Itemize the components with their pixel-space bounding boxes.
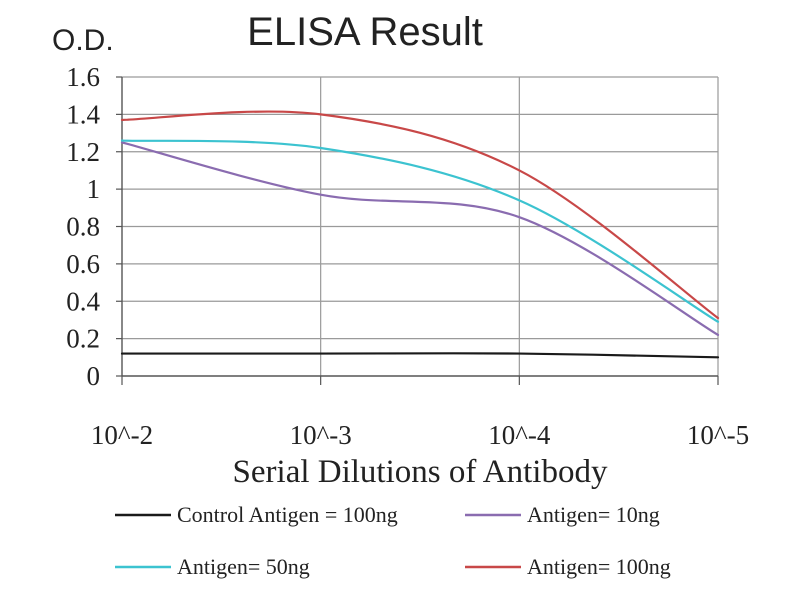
y-tick-label: 0.2 [66,324,100,354]
y-axis-title: O.D. [52,24,114,57]
x-tick-label: 10^-3 [290,420,352,450]
legend: Control Antigen = 100ng Antigen= 10ng Anti… [115,502,671,579]
x-tick-label: 10^-5 [687,420,749,450]
series-line-4 [120,110,720,320]
series-line-1 [120,352,720,359]
y-tick-label: 0.8 [66,212,100,242]
series-line-2 [120,141,720,336]
gridlines [122,76,719,376]
series-lines [120,110,720,359]
y-tick-label: 0.4 [66,286,100,316]
axes [116,76,719,385]
y-tick-label: 1 [87,174,101,204]
chart-title: ELISA Result [247,10,483,54]
legend-label-3: Antigen= 50ng [177,554,310,579]
y-tick-label: 1.4 [66,99,100,129]
y-tick-label: 0 [87,361,101,391]
y-tick-label: 1.2 [66,137,100,167]
legend-label-2: Antigen= 10ng [527,502,660,527]
x-axis-title: Serial Dilutions of Antibody [233,454,608,490]
series-line-3 [120,139,720,323]
legend-label-1: Control Antigen = 100ng [177,502,398,527]
tick-labels: 0 0.2 0.4 0.6 0.8 1 1.2 1.4 1.6 10^-2 10^-3 10^-4 10… [66,62,749,450]
y-tick-label: 0.6 [66,249,100,279]
y-tick-label: 1.6 [66,62,100,92]
x-tick-label: 10^-2 [91,420,153,450]
x-tick-label: 10^-4 [488,420,551,450]
legend-label-4: Antigen= 100ng [527,554,671,579]
